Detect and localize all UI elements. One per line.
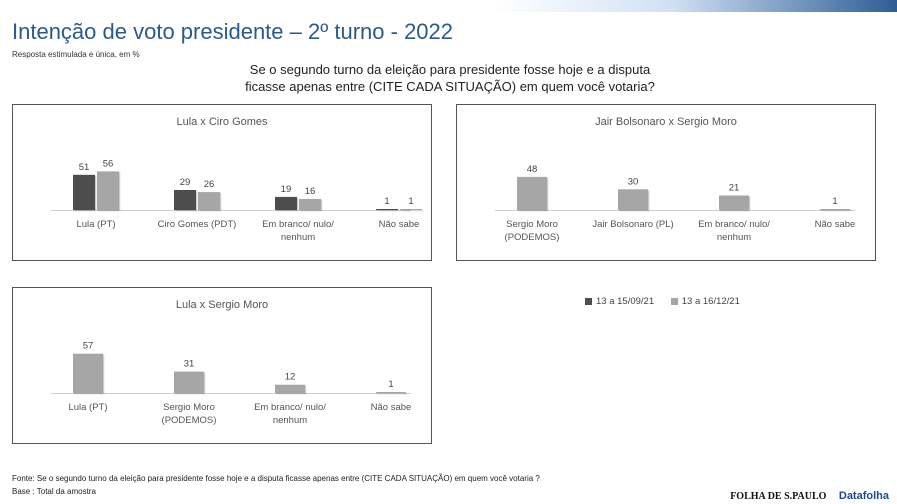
data-label: 26	[204, 179, 215, 190]
bar-2-1	[299, 198, 321, 210]
legend-swatch-dec21	[670, 298, 678, 305]
category-label: Sergio Moro	[506, 219, 558, 230]
datafolha-logo: Datafolha	[838, 490, 889, 502]
bar-2-0	[275, 196, 297, 210]
data-label: 1	[408, 196, 413, 207]
bar-0-0	[517, 176, 547, 210]
data-label: 1	[384, 196, 389, 207]
data-label: 51	[79, 162, 90, 173]
chart-lula-moro: Lula x Sergio Moro 57 Lula (PT) 31 Sergio Mo…	[51, 299, 412, 426]
chart-panel-bolsonaro-moro: Jair Bolsonaro x Sergio Moro 48 Sergio Mor…	[456, 104, 876, 261]
question-line-1: Se o segundo turno da eleição para presi…	[249, 62, 651, 77]
data-label: 30	[628, 176, 639, 187]
question-line-2: ficasse apenas entre (CITE CADA SITUAÇÃO…	[245, 79, 655, 94]
bar-3-0	[376, 209, 398, 210]
legend-label-sep21: 13 a 15/09/21	[596, 296, 655, 307]
chart-legend: 13 a 15/09/21 13 a 16/12/21	[585, 296, 754, 308]
footer-source: Fonte: Se o segundo turno da eleição par…	[12, 474, 540, 483]
data-label: 56	[103, 158, 114, 169]
bar-0-1	[97, 171, 119, 210]
bar-0-0	[73, 174, 95, 210]
bar-1-0	[618, 189, 648, 210]
page-subtitle: Resposta estimulada e única, em %	[12, 50, 140, 59]
category-label: nenhum	[717, 232, 751, 243]
data-label: 1	[832, 196, 837, 207]
bar-3-0	[376, 392, 406, 393]
top-banner	[0, 0, 897, 12]
category-label: Em branco/ nulo/	[254, 402, 326, 413]
legend-label-dec21: 13 a 16/12/21	[681, 296, 740, 307]
category-label: Sergio Moro	[163, 402, 215, 413]
category-label: (PODEMOS)	[505, 232, 560, 243]
legend-item-dec21: 13 a 16/12/21	[670, 296, 740, 307]
bar-1-0	[174, 189, 196, 210]
bar-2-0	[719, 195, 749, 210]
category-label: Lula (PT)	[76, 219, 115, 230]
data-label: 1	[388, 379, 393, 390]
category-label: Em branco/ nulo/	[262, 219, 334, 230]
bar-0-0	[73, 353, 103, 393]
bar-1-0	[174, 371, 204, 393]
data-label: 29	[180, 177, 191, 188]
chart-lula-ciro: Lula x Ciro Gomes 51 56 Lula (PT) 29 26 Ciro G…	[51, 116, 422, 243]
data-label: 31	[184, 359, 195, 370]
category-label: Não sabe	[371, 402, 412, 413]
category-label: Em branco/ nulo/	[698, 219, 770, 230]
category-label: Lula (PT)	[68, 402, 107, 413]
chart-panel-lula-ciro: Lula x Ciro Gomes 51 56 Lula (PT) 29 26 Ciro G…	[12, 104, 432, 261]
legend-swatch-sep21	[585, 298, 592, 305]
chart-panel-lula-moro: Lula x Sergio Moro 57 Lula (PT) 31 Sergio Mo…	[12, 287, 432, 444]
bar-2-0	[275, 384, 305, 393]
data-label: 21	[729, 183, 740, 194]
data-label: 16	[305, 186, 316, 197]
footer-base: Base : Total da amostra	[12, 487, 96, 496]
page-title: Intenção de voto presidente – 2º turno -…	[12, 19, 454, 44]
category-label: Ciro Gomes (PDT)	[158, 219, 237, 230]
category-label: nenhum	[273, 415, 307, 426]
chart-title: Lula x Ciro Gomes	[176, 116, 268, 128]
data-label: 19	[281, 184, 292, 195]
chart-bolsonaro-moro: Jair Bolsonaro x Sergio Moro 48 Sergio Mor…	[495, 116, 856, 243]
data-label: 12	[285, 372, 296, 383]
category-label: (PODEMOS)	[162, 415, 217, 426]
chart-title: Lula x Sergio Moro	[176, 299, 268, 311]
bar-3-1	[400, 209, 422, 210]
category-label: nenhum	[281, 232, 315, 243]
category-label: Não sabe	[815, 219, 856, 230]
folha-logo: FOLHA DE S.PAULO	[730, 491, 827, 502]
data-label: 48	[527, 164, 538, 175]
survey-question: Se o segundo turno da eleição para presi…	[200, 61, 700, 95]
logos: FOLHA DE S.PAULO Datafolha	[730, 486, 889, 504]
bar-1-1	[198, 192, 220, 210]
legend-item-sep21: 13 a 15/09/21	[585, 296, 654, 307]
category-label: Jair Bolsonaro (PL)	[592, 219, 673, 230]
category-label: Não sabe	[379, 219, 420, 230]
data-label: 57	[83, 341, 94, 352]
bar-3-0	[820, 209, 850, 210]
chart-title: Jair Bolsonaro x Sergio Moro	[595, 116, 737, 128]
